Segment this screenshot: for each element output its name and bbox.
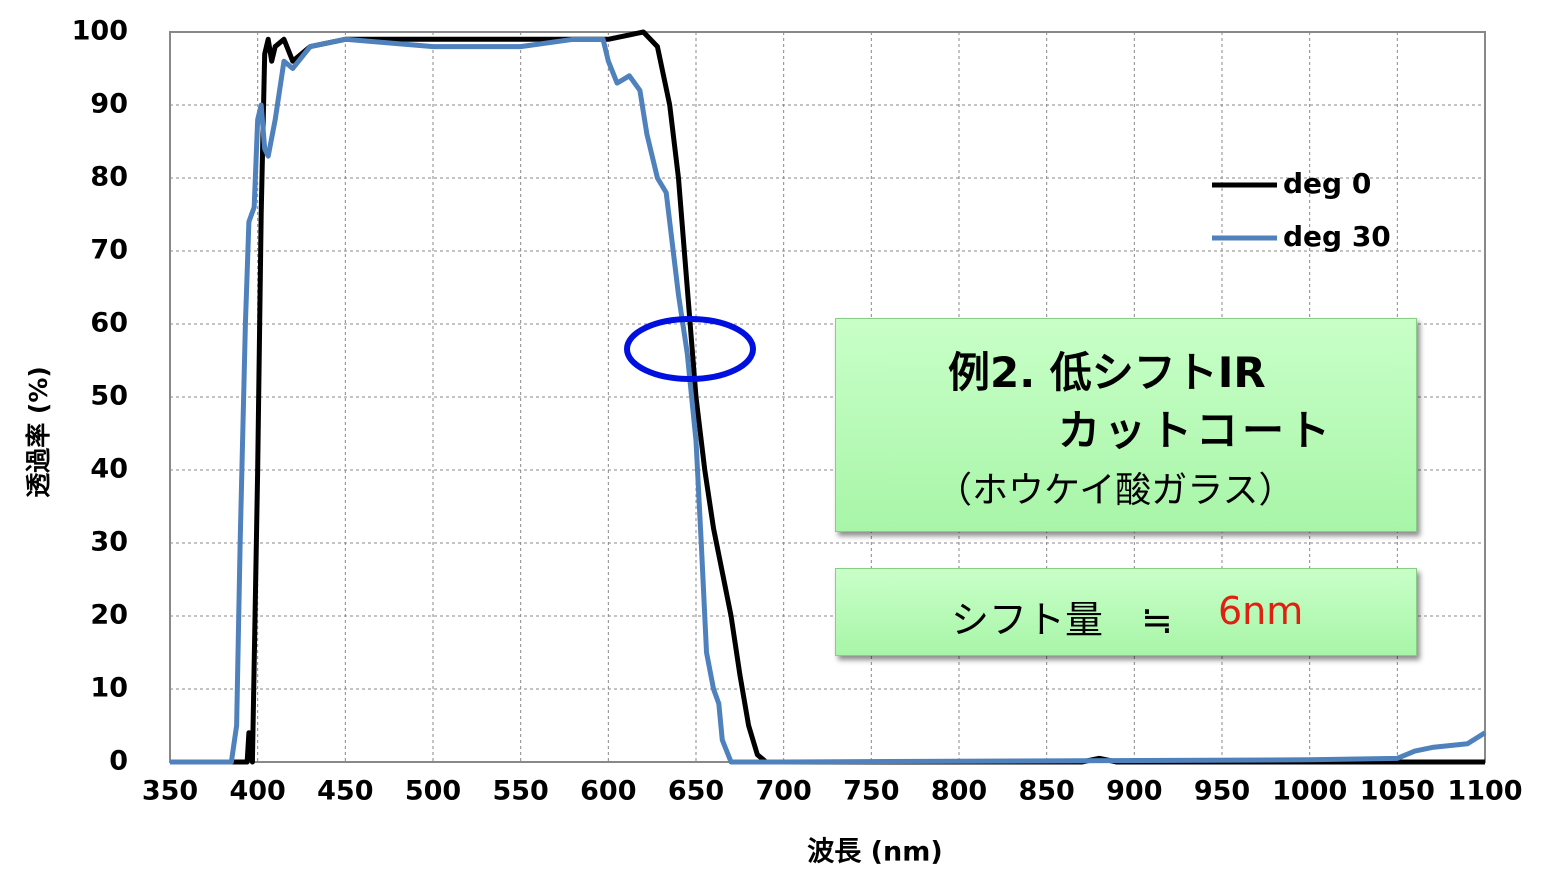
annotation-text: （ホウケイ酸ガラス） (936, 470, 1295, 511)
annotation-box: シフト量 ≒ 6nm (835, 568, 1417, 656)
annotation-box: 例2. 低シフトIR カットコート （ホウケイ酸ガラス） (835, 318, 1417, 532)
x-tick-label: 1050 (1360, 776, 1435, 807)
x-tick-label: 800 (931, 776, 987, 807)
x-tick-label: 1000 (1272, 776, 1347, 807)
x-tick-label: 900 (1106, 776, 1162, 807)
x-tick-label: 850 (1018, 776, 1074, 807)
x-tick-label: 750 (843, 776, 899, 807)
x-tick-label: 400 (229, 776, 285, 807)
y-axis-label: 透過率 (%) (24, 366, 53, 498)
y-tick-label: 90 (90, 89, 128, 120)
annotation-text: 例2. 低シフトIR (948, 348, 1266, 397)
x-tick-label: 950 (1194, 776, 1250, 807)
x-tick-label: 1100 (1447, 776, 1522, 807)
legend-label: deg 0 (1283, 167, 1371, 200)
y-tick-label: 30 (90, 527, 128, 558)
annotation-highlight: 6nm (1218, 589, 1304, 633)
x-tick-label: 700 (755, 776, 811, 807)
series-line (170, 29, 1485, 765)
y-tick-label: 60 (90, 308, 128, 339)
highlight-ellipse (624, 316, 756, 382)
y-tick-label: 70 (90, 235, 128, 266)
annotation-text: カットコート (1058, 406, 1335, 455)
y-tick-label: 10 (90, 673, 128, 704)
y-tick-label: 80 (90, 162, 128, 193)
y-tick-label: 0 (109, 746, 128, 777)
x-tick-label: 350 (142, 776, 198, 807)
x-tick-label: 600 (580, 776, 636, 807)
legend-label: deg 30 (1283, 220, 1391, 253)
x-tick-label: 500 (405, 776, 461, 807)
annotation-text: シフト量 ≒ (951, 598, 1173, 642)
x-tick-label: 650 (668, 776, 724, 807)
y-tick-label: 40 (90, 454, 128, 485)
y-tick-label: 50 (90, 381, 128, 412)
series-line (170, 36, 1487, 765)
y-tick-label: 20 (90, 600, 128, 631)
y-tick-label: 100 (72, 16, 128, 47)
x-tick-label: 550 (492, 776, 548, 807)
x-tick-label: 450 (317, 776, 373, 807)
x-axis-label: 波長 (nm) (807, 837, 942, 868)
